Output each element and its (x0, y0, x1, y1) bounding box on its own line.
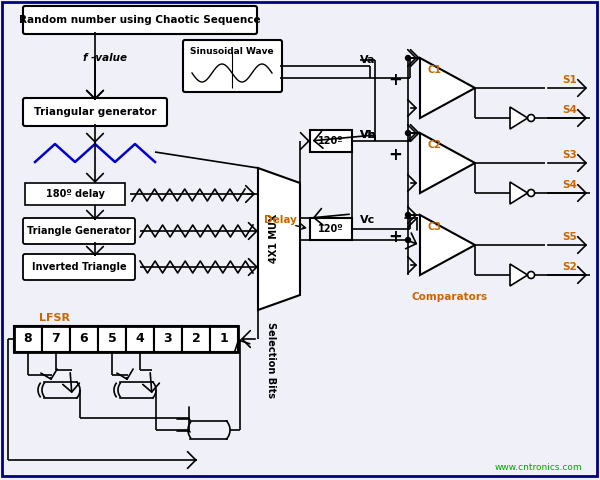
Text: +: + (388, 228, 402, 246)
Text: 3: 3 (164, 333, 172, 346)
Text: Sinusoidal Wave: Sinusoidal Wave (190, 47, 274, 56)
Bar (210, 326, 238, 352)
Text: 8: 8 (23, 333, 32, 346)
Text: www.cntronics.com: www.cntronics.com (494, 464, 582, 472)
Polygon shape (510, 107, 527, 129)
FancyBboxPatch shape (23, 254, 135, 280)
Text: S1: S1 (563, 75, 577, 85)
Circle shape (406, 213, 410, 217)
Polygon shape (420, 133, 475, 193)
Bar (14, 326, 238, 352)
Text: C3: C3 (427, 222, 441, 232)
Polygon shape (420, 215, 475, 275)
Bar (42, 326, 70, 352)
Text: Vb: Vb (360, 130, 377, 140)
Text: 2: 2 (191, 333, 200, 346)
Text: Delay: Delay (263, 215, 296, 225)
Text: +: + (388, 146, 402, 164)
Circle shape (406, 131, 410, 135)
Text: 120º: 120º (318, 224, 344, 234)
Bar (310, 130, 352, 152)
Text: Comparators: Comparators (412, 292, 488, 302)
Circle shape (527, 190, 535, 196)
Text: S3: S3 (563, 150, 577, 160)
Circle shape (527, 272, 535, 278)
Text: S4: S4 (563, 105, 577, 115)
Text: 120º: 120º (318, 136, 344, 146)
Text: Random number using Chaotic Sequence: Random number using Chaotic Sequence (19, 15, 261, 25)
Bar (70, 326, 98, 352)
Text: 1: 1 (220, 333, 229, 346)
FancyBboxPatch shape (23, 6, 257, 34)
Text: 5: 5 (107, 333, 116, 346)
Circle shape (406, 56, 410, 60)
FancyBboxPatch shape (183, 40, 282, 92)
Bar (98, 326, 126, 352)
FancyBboxPatch shape (23, 98, 167, 126)
FancyBboxPatch shape (23, 218, 135, 244)
Text: S5: S5 (563, 232, 577, 242)
Text: S4: S4 (563, 180, 577, 190)
Text: 4: 4 (136, 333, 145, 346)
Text: Triangular generator: Triangular generator (34, 107, 156, 117)
Circle shape (527, 115, 535, 121)
Polygon shape (420, 58, 475, 118)
Bar (25, 183, 125, 205)
Text: S2: S2 (563, 262, 577, 272)
Text: Vb: Vb (360, 130, 377, 140)
Bar (182, 326, 210, 352)
Text: LFSR: LFSR (40, 313, 71, 323)
Text: 180º delay: 180º delay (46, 189, 104, 199)
Bar (14, 326, 42, 352)
Text: Inverted Triangle: Inverted Triangle (32, 262, 127, 272)
Text: Vc: Vc (360, 215, 375, 225)
Polygon shape (258, 168, 300, 310)
Polygon shape (510, 264, 527, 286)
Bar (154, 326, 182, 352)
Text: C2: C2 (427, 140, 441, 150)
Text: 7: 7 (52, 333, 61, 346)
Text: Va: Va (360, 55, 376, 65)
Bar (310, 218, 352, 240)
Text: 6: 6 (80, 333, 88, 346)
Text: f -value: f -value (83, 53, 127, 63)
Text: 4X1 MUX: 4X1 MUX (269, 213, 279, 263)
Text: Triangle Generator: Triangle Generator (27, 226, 131, 236)
Text: Selection Bits: Selection Bits (266, 322, 276, 398)
Polygon shape (510, 182, 527, 204)
Bar (126, 326, 154, 352)
Text: +: + (388, 71, 402, 89)
Circle shape (406, 238, 410, 242)
Text: C1: C1 (427, 65, 441, 75)
